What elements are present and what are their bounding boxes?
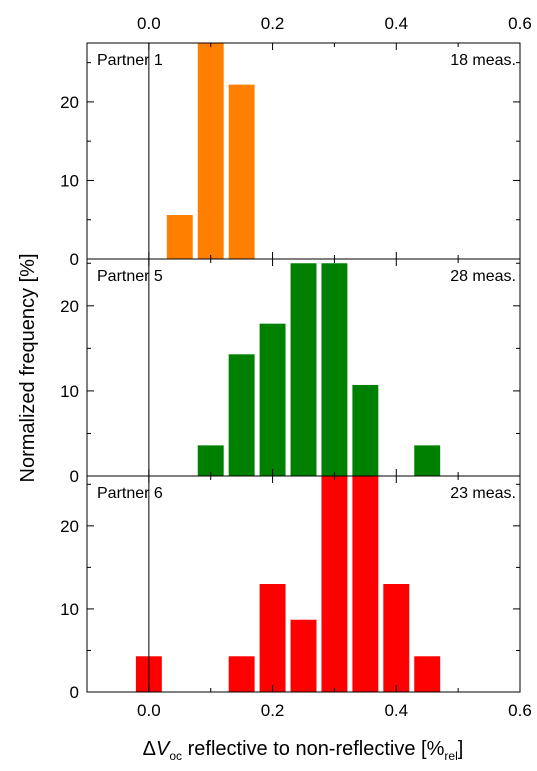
bar-panel2-0.45 bbox=[414, 445, 441, 476]
bar-panel3-0.30 bbox=[321, 476, 348, 692]
x-tick-label-top: 0.6 bbox=[508, 14, 532, 33]
partner-label-3: Partner 6 bbox=[97, 485, 163, 502]
x-tick-label-bottom: 0.4 bbox=[384, 701, 408, 720]
partner-label-2: Partner 5 bbox=[97, 268, 163, 285]
measurement-count-2: 28 meas. bbox=[450, 268, 516, 285]
partner-label-1: Partner 1 bbox=[97, 52, 163, 69]
bar-panel3-0.45 bbox=[414, 656, 441, 692]
x-label-end: ] bbox=[458, 738, 464, 760]
bar-panel2-0.35 bbox=[352, 384, 379, 476]
x-tick-label-top: 0.4 bbox=[384, 14, 408, 33]
y-axis-label: Normalized frequency [%] bbox=[17, 254, 39, 483]
bar-panel3-0.15 bbox=[228, 656, 255, 692]
bar-panel2-0.30 bbox=[321, 263, 348, 476]
bar-panel3-0.20 bbox=[259, 584, 286, 692]
bar-panel2-0.10 bbox=[197, 445, 224, 476]
x-label-middle: reflective to non-reflective [% bbox=[182, 738, 445, 760]
panel-frame-3 bbox=[86, 475, 521, 693]
y-tick-label-panel2: 20 bbox=[60, 297, 79, 316]
y-tick-label-panel3: 20 bbox=[60, 517, 79, 536]
y-tick-label-panel3: 0 bbox=[70, 683, 79, 702]
bar-panel1-0.15 bbox=[228, 84, 255, 259]
y-tick-label-panel2: 0 bbox=[70, 467, 79, 486]
x-tick-label-top: 0.2 bbox=[261, 14, 285, 33]
panel-frame-1 bbox=[86, 42, 521, 260]
bar-panel2-0.20 bbox=[259, 323, 286, 476]
x-tick-label-top: 0.0 bbox=[137, 14, 161, 33]
bar-panel2-0.15 bbox=[228, 354, 255, 476]
bar-panel2-0.25 bbox=[290, 263, 317, 476]
bar-panel1-0.05 bbox=[166, 215, 193, 259]
x-axis-label: ΔVoc reflective to non-reflective [%rel] bbox=[143, 738, 464, 763]
x-tick-label-bottom: 0.0 bbox=[137, 701, 161, 720]
measurement-count-1: 18 meas. bbox=[450, 52, 516, 69]
x-label-subscript-oc: oc bbox=[169, 749, 182, 763]
y-tick-label-panel3: 10 bbox=[60, 600, 79, 619]
bar-panel1-0.10 bbox=[197, 43, 224, 259]
bar-panel3-0.40 bbox=[383, 584, 410, 692]
x-label-delta: Δ bbox=[143, 738, 156, 760]
bar-panel3-0.25 bbox=[290, 619, 317, 692]
y-tick-label-panel2: 10 bbox=[60, 382, 79, 401]
measurement-count-3: 23 meas. bbox=[450, 485, 516, 502]
x-tick-label-bottom: 0.6 bbox=[508, 701, 532, 720]
x-label-subscript-rel: rel bbox=[444, 749, 457, 763]
y-tick-label-panel1: 0 bbox=[70, 250, 79, 269]
y-tick-label-panel1: 20 bbox=[60, 93, 79, 112]
bar-panel3-0.35 bbox=[352, 476, 379, 692]
y-tick-label-panel1: 10 bbox=[60, 171, 79, 190]
x-tick-label-bottom: 0.2 bbox=[261, 701, 285, 720]
x-label-variable: V bbox=[156, 738, 171, 760]
